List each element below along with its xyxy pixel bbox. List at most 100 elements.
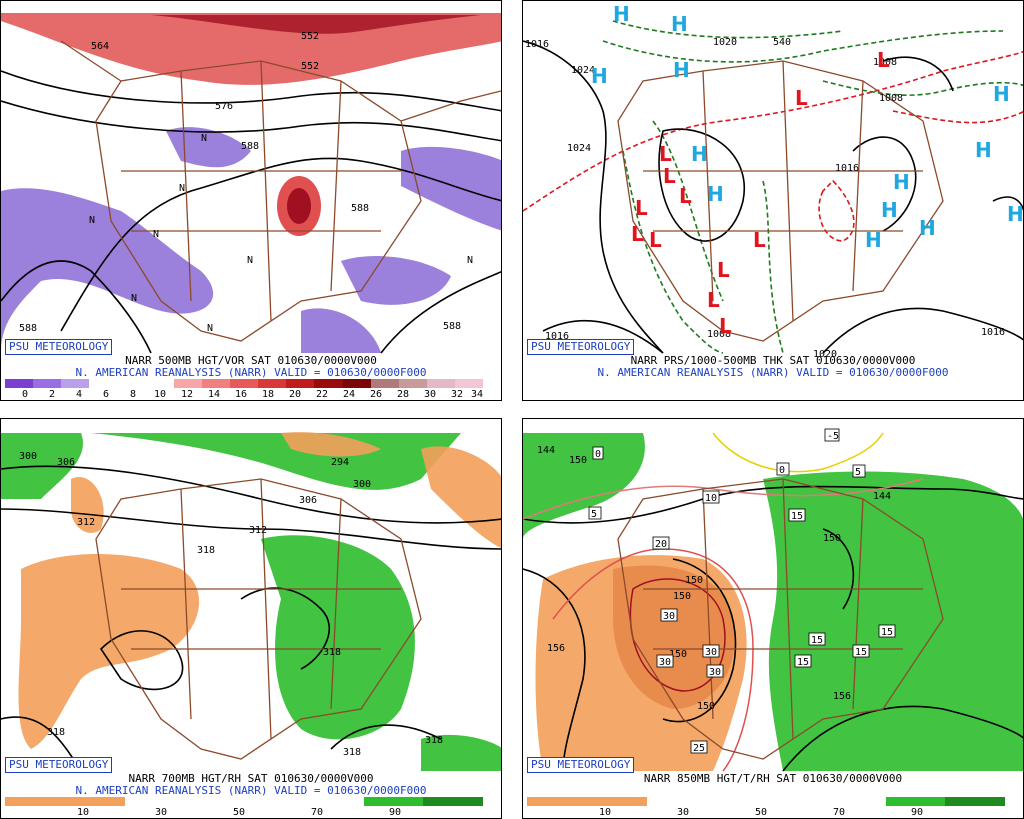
svg-text:L: L: [707, 288, 720, 312]
svg-text:30: 30: [705, 647, 717, 658]
contour-label: 312: [77, 517, 95, 528]
svg-text:5: 5: [591, 509, 597, 520]
svg-text:0: 0: [595, 449, 601, 460]
isobar-label: 1020: [713, 37, 737, 48]
svg-text:15: 15: [797, 657, 809, 668]
panel-title: NARR PRS/1000-500MB THK SAT 010630/0000V…: [630, 354, 916, 367]
svg-text:H: H: [993, 82, 1010, 106]
svg-text:H: H: [881, 198, 898, 222]
svg-text:25: 25: [693, 743, 705, 754]
contour-label: 156: [833, 691, 851, 702]
contour-label: 588: [19, 323, 37, 334]
vort-marker: N: [247, 255, 253, 266]
contour-label: 150: [569, 455, 587, 466]
contour-label: 306: [57, 457, 75, 468]
vort-marker: N: [207, 323, 213, 334]
svg-text:H: H: [975, 138, 992, 162]
contour-label: 588: [351, 203, 369, 214]
isobar-label: 1008: [707, 329, 731, 340]
svg-text:10: 10: [705, 493, 717, 504]
contour-label: 318: [343, 747, 361, 758]
map-850mb: 144 150 156 150 150 150 144 150 156 150: [523, 428, 1023, 772]
svg-text:H: H: [919, 216, 936, 240]
rh-color-scale: [527, 797, 1005, 806]
contour-label: 588: [241, 141, 259, 152]
isobar-label: 1016: [545, 331, 569, 342]
svg-text:L: L: [635, 196, 648, 220]
svg-text:H: H: [707, 182, 724, 206]
svg-text:15: 15: [881, 627, 893, 638]
contour-label: 144: [537, 445, 555, 456]
panel-850mb-temp-rh: 144 150 156 150 150 150 144 150 156 150: [522, 418, 1024, 819]
panel-title: NARR 700MB HGT/RH SAT 010630/0000V000: [128, 772, 374, 785]
contour-label: 300: [19, 451, 37, 462]
vort-marker: N: [153, 229, 159, 240]
contour-label: 294: [331, 457, 349, 468]
isobar-label: 1008: [879, 93, 903, 104]
rh-color-scale: [5, 797, 483, 806]
svg-text:20: 20: [655, 539, 667, 550]
svg-text:H: H: [613, 2, 630, 26]
psu-meteorology-badge: PSU METEOROLOGY: [5, 339, 113, 355]
contour-label: 150: [673, 591, 691, 602]
svg-text:H: H: [673, 58, 690, 82]
svg-text:-5: -5: [827, 431, 839, 442]
svg-text:30: 30: [659, 657, 671, 668]
svg-text:L: L: [659, 142, 672, 166]
svg-text:30: 30: [709, 667, 721, 678]
high-pressure-markers: H H H H H H H H H H H H H: [591, 2, 1024, 252]
svg-text:30: 30: [663, 611, 675, 622]
svg-text:15: 15: [811, 635, 823, 646]
svg-text:H: H: [865, 228, 882, 252]
svg-text:5: 5: [855, 467, 861, 478]
svg-text:H: H: [671, 12, 688, 36]
scale-ticks: 0 2 4 6 8 10 12 14 16 18 20 22 24 26 28 …: [21, 389, 484, 400]
svg-text:L: L: [877, 48, 890, 72]
svg-text:0: 0: [779, 465, 785, 476]
contour-label: 306: [299, 495, 317, 506]
contour-label: 318: [323, 647, 341, 658]
svg-text:15: 15: [791, 511, 803, 522]
svg-text:L: L: [717, 258, 730, 282]
svg-text:L: L: [753, 228, 766, 252]
contour-label: 150: [823, 533, 841, 544]
svg-text:H: H: [1007, 202, 1024, 226]
vorticity-color-scale: [5, 379, 484, 388]
low-pressure-markers: L L L L L L L L L L L L: [631, 48, 890, 338]
psu-meteorology-badge: PSU METEOROLOGY: [527, 757, 635, 773]
isobar-label: 1016: [981, 327, 1005, 338]
svg-text:L: L: [795, 86, 808, 110]
contour-label: 318: [197, 545, 215, 556]
contour-label: 576: [215, 101, 233, 112]
scale-ticks: 10 30 50 70 90: [598, 807, 924, 818]
vort-marker: N: [89, 215, 95, 226]
thickness-label: 540: [773, 37, 791, 48]
psu-meteorology-badge: PSU METEOROLOGY: [527, 339, 635, 355]
scale-ticks: 10 30 50 70 90: [76, 807, 402, 818]
svg-text:H: H: [691, 142, 708, 166]
isobar-label: 1016: [835, 163, 859, 174]
svg-text:L: L: [719, 314, 732, 338]
contour-label: 150: [669, 649, 687, 660]
vort-marker: N: [179, 183, 185, 194]
panel-title: NARR 850MB HGT/T/RH SAT 010630/0000V000: [643, 772, 903, 785]
contour-label: 150: [685, 575, 703, 586]
svg-text:H: H: [591, 64, 608, 88]
panel-title: NARR 500MB HGT/VOR SAT 010630/0000V000: [125, 354, 377, 367]
map-500mb: 564 576 588 588 552 552 588 588 N N N N …: [1, 13, 501, 354]
panel-subtitle: N. AMERICAN REANALYSIS (NARR) VALID = 01…: [75, 366, 427, 379]
svg-text:L: L: [679, 184, 692, 208]
contour-label: 312: [249, 525, 267, 536]
temperature-labels: 0 0 10 20 5 15 15 15 15 15 25 30 30 30 3…: [588, 428, 896, 754]
svg-text:15: 15: [855, 647, 867, 658]
psu-meteorology-badge: PSU METEOROLOGY: [5, 757, 113, 773]
vort-marker: N: [131, 293, 137, 304]
contour-label: 564: [91, 41, 109, 52]
vort-marker: N: [467, 255, 473, 266]
contour-label: 552: [301, 31, 319, 42]
isobar-label: 1024: [567, 143, 591, 154]
contour-label: 552: [301, 61, 319, 72]
svg-text:L: L: [663, 164, 676, 188]
contour-label: 156: [547, 643, 565, 654]
contour-label: 150: [697, 701, 715, 712]
